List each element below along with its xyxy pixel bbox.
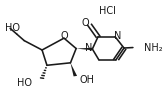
Text: N: N — [85, 43, 93, 53]
Text: NH₂: NH₂ — [144, 43, 162, 53]
Polygon shape — [76, 48, 93, 50]
Polygon shape — [70, 63, 77, 76]
Text: O: O — [60, 31, 68, 41]
Text: OH: OH — [79, 75, 94, 85]
Text: HO: HO — [17, 78, 32, 88]
Text: HO: HO — [5, 23, 20, 33]
Text: HCl: HCl — [99, 6, 116, 16]
Text: O: O — [81, 18, 89, 28]
Text: N: N — [114, 32, 121, 42]
